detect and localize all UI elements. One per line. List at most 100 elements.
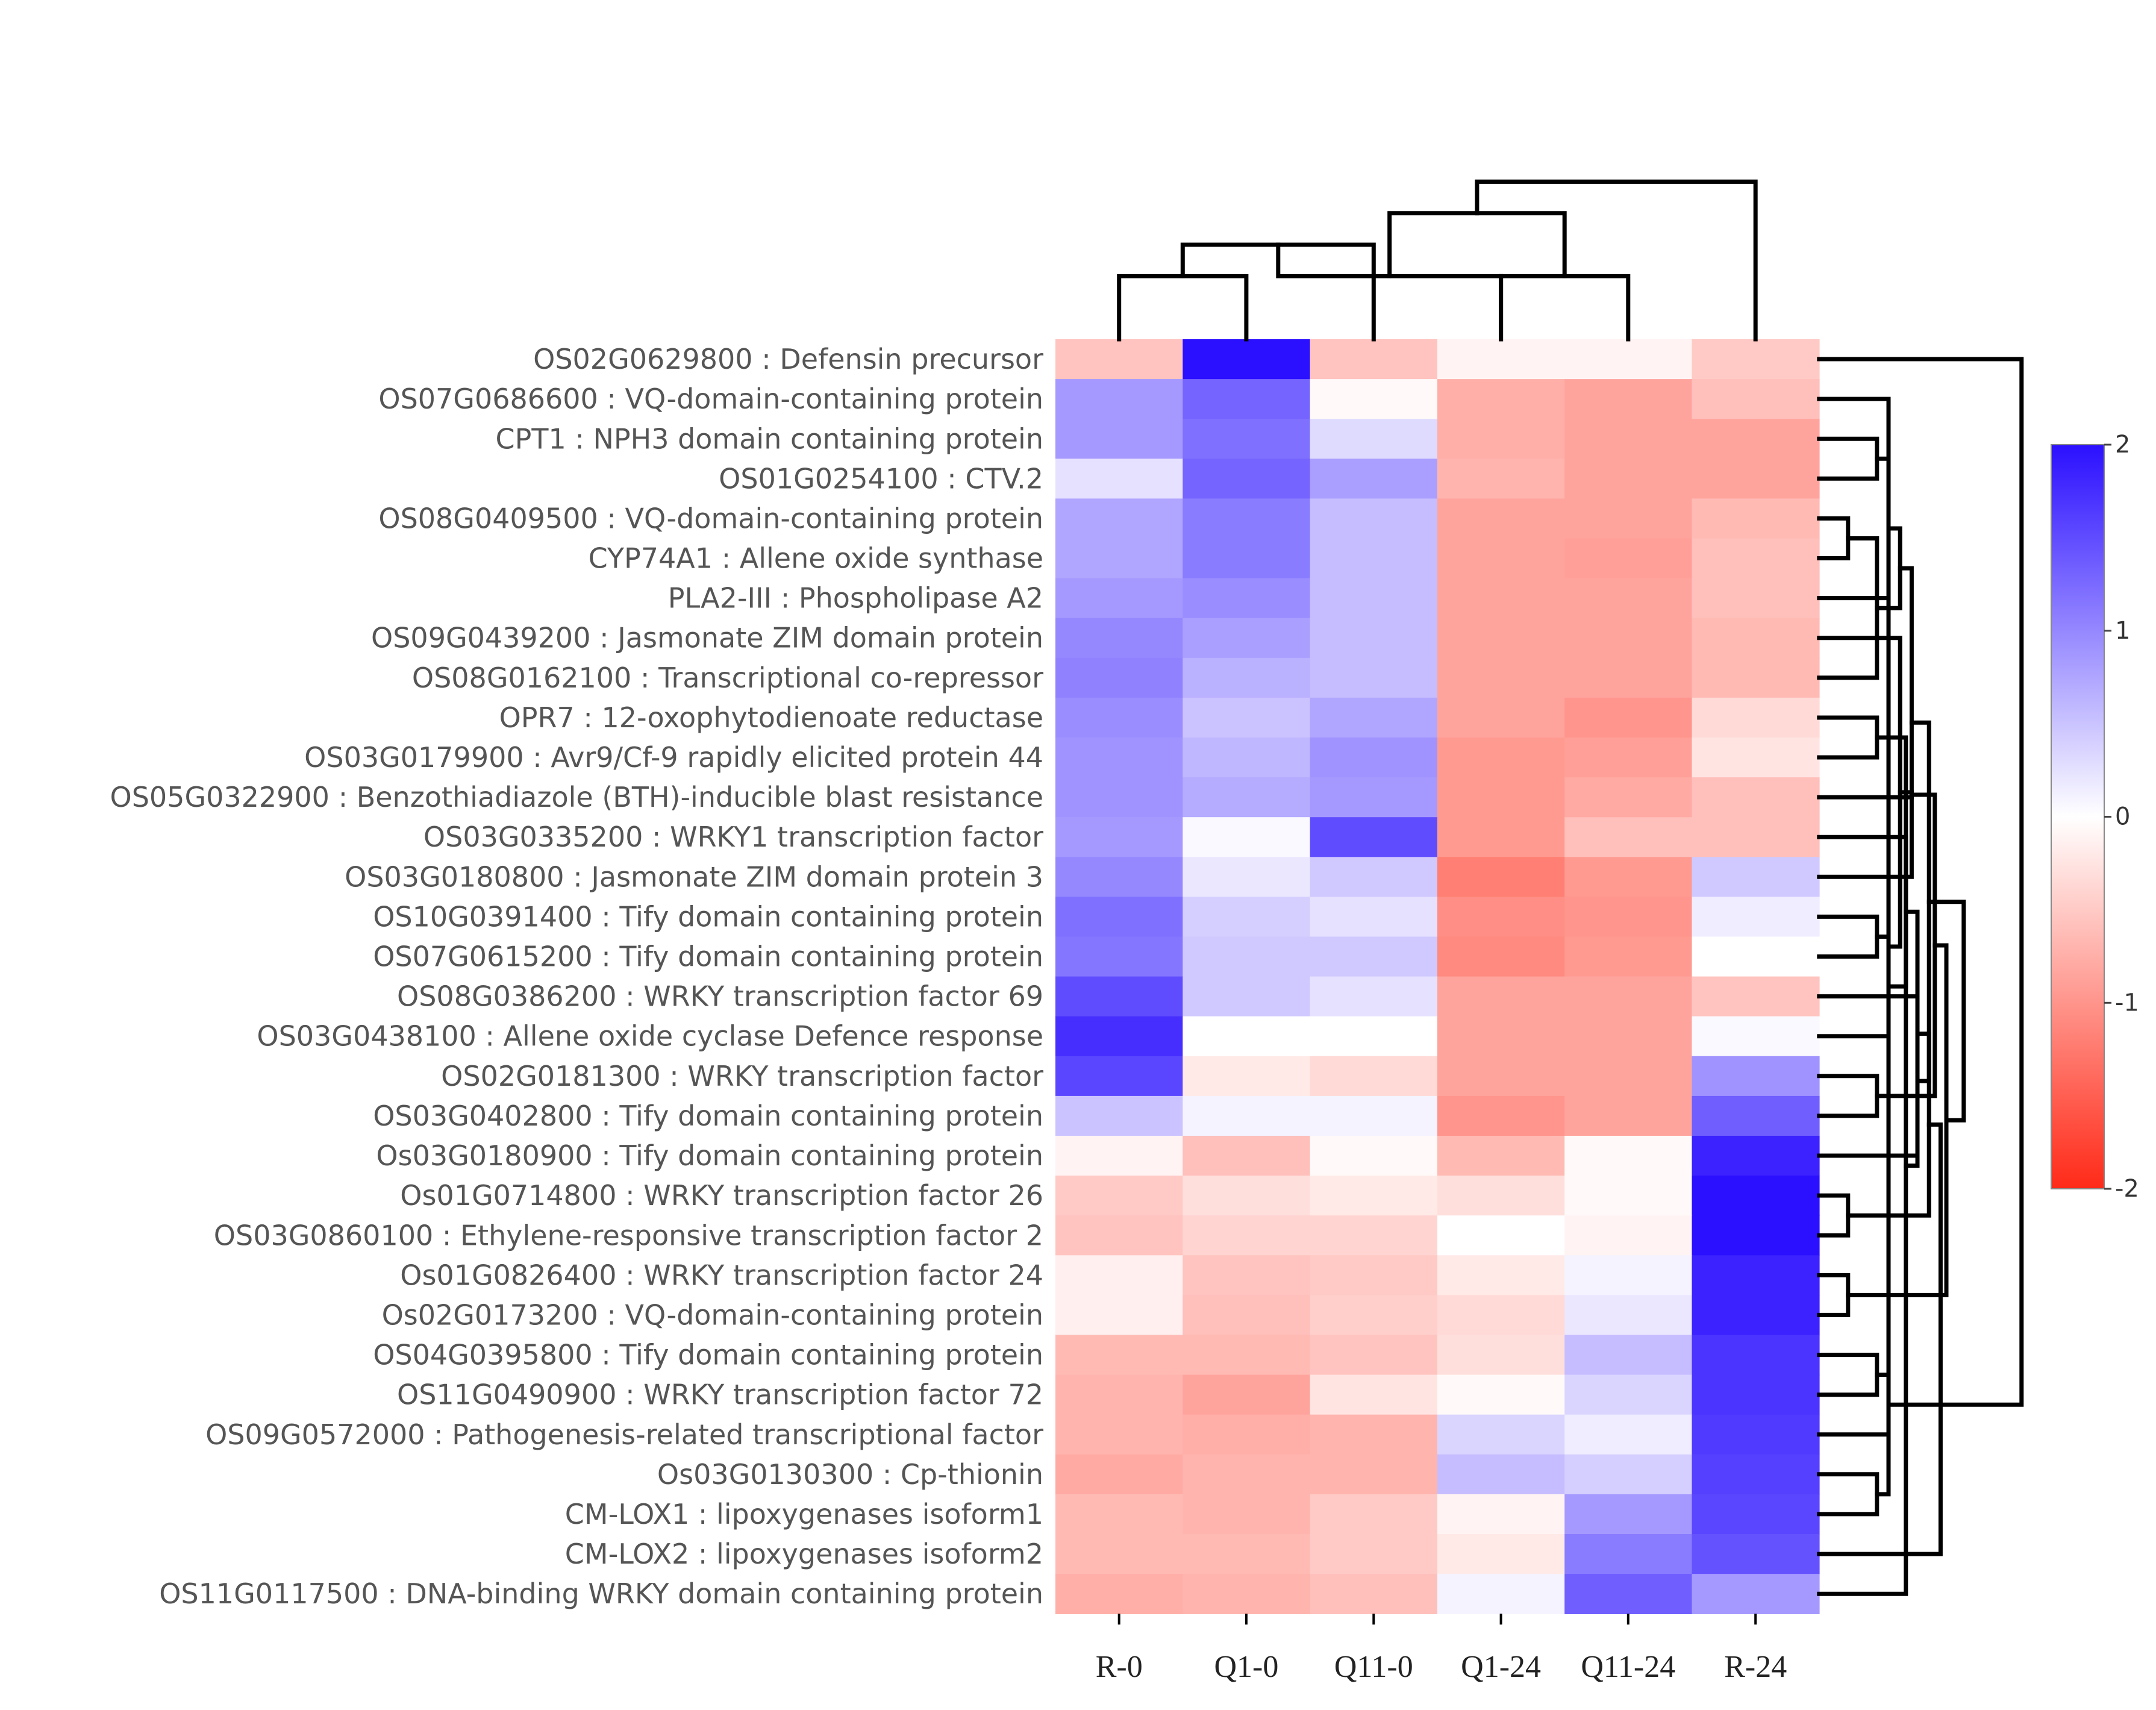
heatmap-cell <box>1055 1335 1184 1376</box>
heatmap-cell <box>1564 618 1693 659</box>
heatmap-cell <box>1055 657 1184 698</box>
heatmap-cell <box>1310 1095 1438 1136</box>
heatmap-cell <box>1055 1136 1184 1176</box>
heatmap-cell <box>1437 1095 1565 1136</box>
heatmap-cell <box>1564 1414 1693 1455</box>
heatmap-cell <box>1564 339 1693 380</box>
column-label: Q1-24 <box>1461 1650 1541 1684</box>
heatmap-cell <box>1310 419 1438 460</box>
heatmap-cell <box>1310 498 1438 539</box>
heatmap-cell <box>1310 1534 1438 1574</box>
row-label: OS04G0395800 : Tify domain containing pr… <box>373 1339 1043 1371</box>
column-dendrogram-branch <box>1387 211 1567 278</box>
heatmap-cell <box>1055 1176 1184 1216</box>
heatmap-cell <box>1437 697 1565 738</box>
heatmap-cell <box>1055 1454 1184 1495</box>
heatmap-cell <box>1310 379 1438 419</box>
colorbar-tick-label: 2 <box>2115 431 2130 459</box>
column-label: R-0 <box>1096 1650 1143 1684</box>
heatmap-cell <box>1692 419 1820 460</box>
heatmap-cell <box>1692 498 1820 539</box>
heatmap-cell <box>1564 498 1693 539</box>
heatmap-cell <box>1310 1136 1438 1176</box>
heatmap-cell <box>1692 1414 1820 1455</box>
heatmap-cell <box>1310 817 1438 858</box>
heatmap-cell <box>1183 1295 1311 1336</box>
heatmap-cell <box>1437 1295 1565 1336</box>
heatmap-cell <box>1183 538 1311 579</box>
heatmap-cell <box>1310 1414 1438 1455</box>
heatmap-cell <box>1692 1255 1820 1296</box>
heatmap-cell <box>1437 538 1565 579</box>
row-dendrogram-branch <box>1817 357 2024 1407</box>
heatmap-cell <box>1437 1454 1565 1495</box>
heatmap-cell <box>1564 578 1693 619</box>
row-dendrogram-branch <box>1909 720 1931 1083</box>
heatmap-cell <box>1692 1335 1820 1376</box>
row-label: Os03G0130300 : Cp-thionin <box>657 1458 1043 1491</box>
row-dendrogram-branch <box>1817 516 1851 560</box>
row-dendrogram-branch <box>1817 436 1879 481</box>
colorbar-tick-label: 1 <box>2115 617 2130 645</box>
heatmap-cell <box>1437 1176 1565 1216</box>
heatmap-cell <box>1183 379 1311 419</box>
heatmap-cell <box>1564 1335 1693 1376</box>
heatmap-cell <box>1692 738 1820 778</box>
heatmap-cell <box>1183 857 1311 898</box>
heatmap-cell <box>1183 578 1311 619</box>
heatmap-cell <box>1310 976 1438 1017</box>
heatmap-cell <box>1692 777 1820 818</box>
heatmap-cell <box>1692 1016 1820 1057</box>
heatmap-cell <box>1310 1494 1438 1535</box>
heatmap-cell <box>1692 618 1820 659</box>
row-dendrogram-branch <box>1817 1273 1851 1317</box>
row-label: CM-LOX2 : lipoxygenases isoform2 <box>565 1538 1043 1570</box>
heatmap-cell <box>1564 697 1693 738</box>
heatmap-cell <box>1564 1176 1693 1216</box>
heatmap-cell <box>1437 379 1565 419</box>
row-label: OS08G0386200 : WRKY transcription factor… <box>397 980 1043 1013</box>
row-label: OPR7 : 12-oxophytodienoate reductase <box>499 701 1043 734</box>
heatmap-cell <box>1692 538 1820 579</box>
heatmap-cell <box>1692 657 1820 698</box>
heatmap-cell <box>1437 976 1565 1017</box>
column-label: Q11-0 <box>1334 1650 1413 1684</box>
heatmap-cell <box>1692 379 1820 419</box>
heatmap-cell <box>1055 777 1184 818</box>
heatmap-cell <box>1437 1374 1565 1415</box>
heatmap-cell <box>1437 817 1565 858</box>
heatmap-cell <box>1692 1494 1820 1535</box>
row-label: Os01G0826400 : WRKY transcription factor… <box>400 1259 1043 1291</box>
heatmap-cell <box>1183 498 1311 539</box>
heatmap-cell <box>1183 1494 1311 1535</box>
heatmap-cell <box>1055 538 1184 579</box>
colorbar-tick-label: -2 <box>2115 1175 2139 1203</box>
heatmap-cell <box>1564 1534 1693 1574</box>
heatmap-cell <box>1692 936 1820 977</box>
row-label: CYP74A1 : Allene oxide synthase <box>589 542 1043 575</box>
heatmap-cell <box>1692 1176 1820 1216</box>
heatmap-cell <box>1183 1176 1311 1216</box>
heatmap-cell <box>1055 897 1184 938</box>
heatmap-cell <box>1310 857 1438 898</box>
column-label: Q11-24 <box>1581 1650 1675 1684</box>
heatmap-cell <box>1310 697 1438 738</box>
heatmap-cell <box>1437 738 1565 778</box>
heatmap-cell <box>1183 1414 1311 1455</box>
column-dendrogram-branch <box>1499 274 1631 342</box>
heatmap-cell <box>1437 1016 1565 1057</box>
row-dendrogram-branch <box>1817 1122 1943 1556</box>
heatmap-cell <box>1692 578 1820 619</box>
row-labels: OS02G0629800 : Defensin precursor OS07G06… <box>110 343 1044 1610</box>
row-label: OS03G0179900 : Avr9/Cf-9 rapidly elicite… <box>304 741 1043 774</box>
heatmap-cell <box>1055 1414 1184 1455</box>
colorbar-tick-label: 0 <box>2115 803 2130 831</box>
heatmap-cell <box>1055 618 1184 659</box>
heatmap-cell <box>1692 339 1820 380</box>
row-label: OS03G0402800 : Tify domain containing pr… <box>373 1100 1043 1132</box>
heatmap-cell <box>1437 1215 1565 1256</box>
heatmap-cell <box>1692 1454 1820 1495</box>
heatmap-cell <box>1183 1215 1311 1256</box>
heatmap-cell <box>1310 1295 1438 1336</box>
